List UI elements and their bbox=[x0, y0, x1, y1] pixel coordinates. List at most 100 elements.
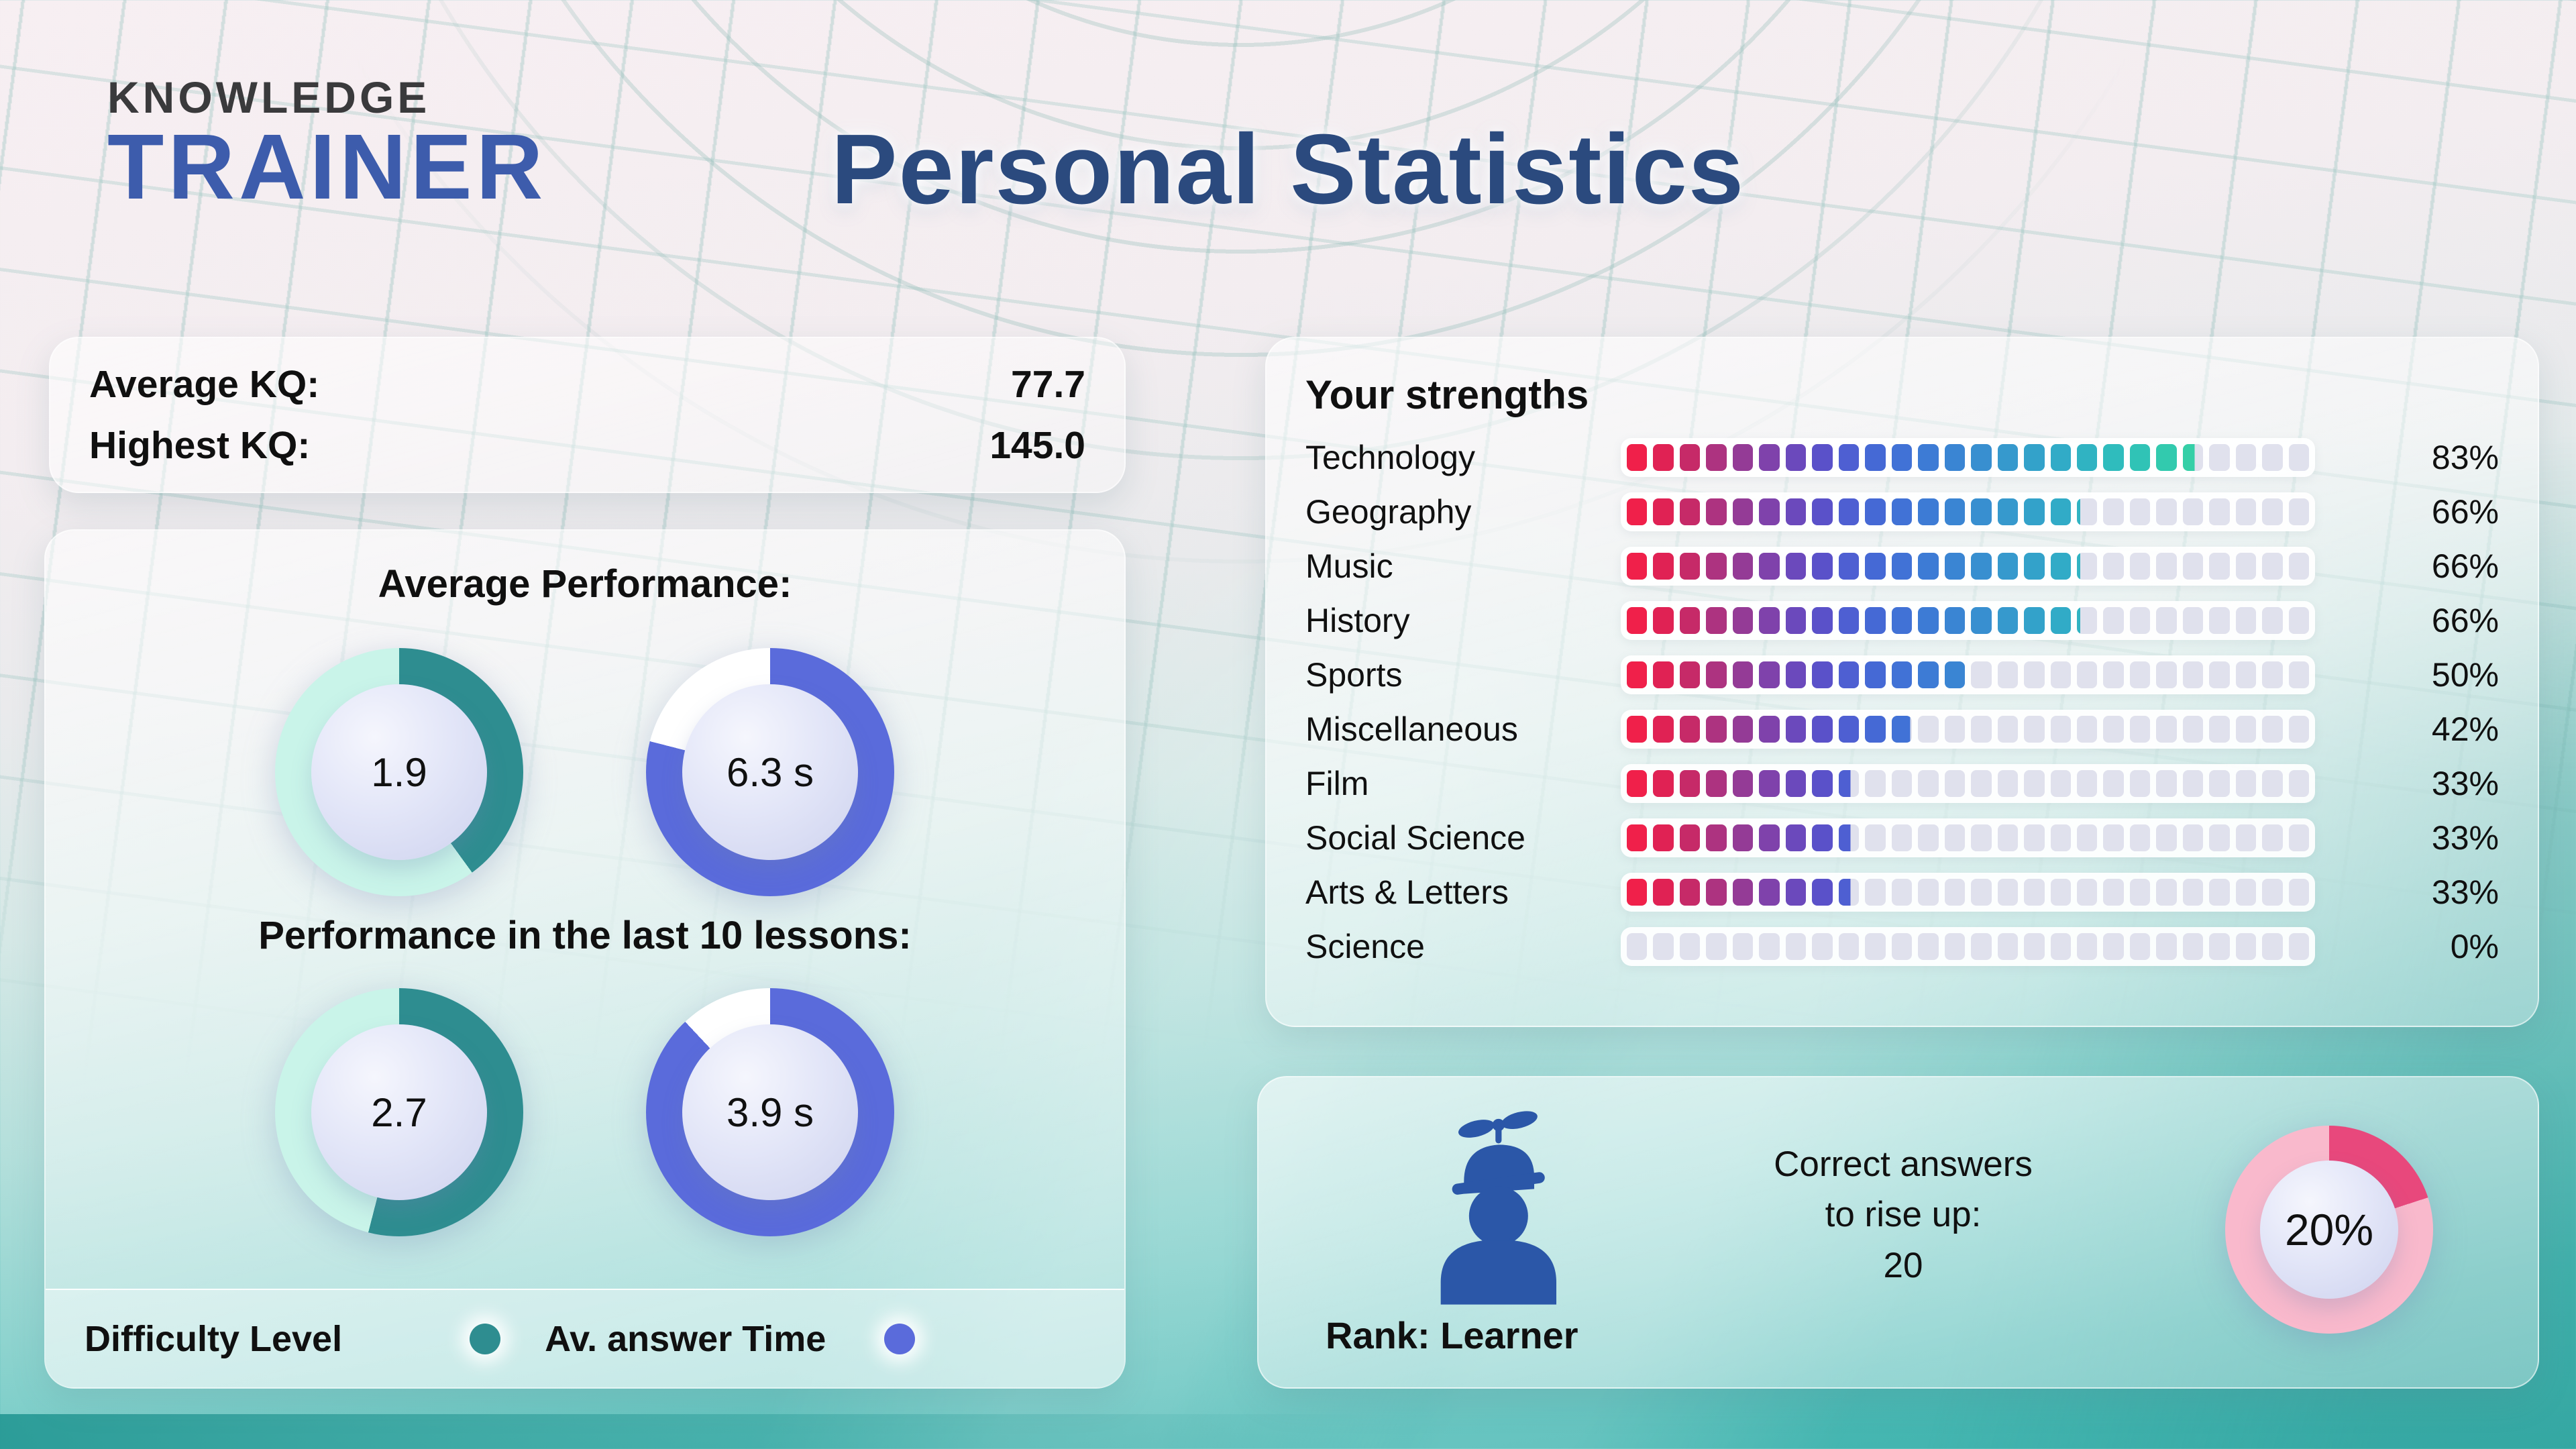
bar-segment bbox=[1812, 933, 1833, 960]
bar-segment bbox=[2182, 824, 2204, 851]
bar-segment bbox=[2288, 716, 2310, 743]
bar-segment bbox=[1865, 607, 1886, 634]
bar-segment bbox=[2209, 933, 2230, 960]
bar-segment bbox=[2156, 444, 2177, 471]
bar-segment bbox=[2024, 824, 2045, 851]
background-bottom-strip bbox=[0, 1414, 1442, 1449]
bar-segment bbox=[1891, 879, 1913, 906]
bar-segment bbox=[2103, 498, 2124, 525]
bar-segment bbox=[2288, 553, 2310, 580]
bar-segment bbox=[1997, 498, 2019, 525]
bar-segment bbox=[1997, 770, 2019, 797]
strength-row: Science 0% bbox=[1305, 927, 2499, 966]
bar-segment bbox=[2262, 933, 2283, 960]
bar-segment bbox=[1627, 607, 1648, 634]
rise-up-message: Correct answers to rise up: 20 bbox=[1668, 1139, 2138, 1291]
bar-segment bbox=[2076, 607, 2098, 634]
bar-segment bbox=[1785, 716, 1807, 743]
bar-segment bbox=[2209, 498, 2230, 525]
bar-segment bbox=[2050, 661, 2071, 688]
strength-bar bbox=[1621, 492, 2315, 531]
donut-value: 3.9 s bbox=[682, 1024, 858, 1200]
bar-segment bbox=[2156, 879, 2177, 906]
bar-segment bbox=[1971, 498, 1992, 525]
rise-up-line-1: Correct answers bbox=[1774, 1144, 2033, 1184]
bar-segment bbox=[2235, 444, 2257, 471]
bar-segment bbox=[1759, 553, 1780, 580]
bar-segment bbox=[2235, 607, 2257, 634]
answer-time-legend-dot-icon bbox=[884, 1323, 916, 1354]
bar-segment bbox=[2076, 553, 2098, 580]
bar-segment bbox=[1838, 444, 1860, 471]
bar-segment bbox=[2024, 879, 2045, 906]
bar-segment bbox=[2235, 879, 2257, 906]
bar-segment bbox=[2262, 444, 2283, 471]
donut-value-text: 1.9 bbox=[371, 749, 427, 795]
bar-segment bbox=[1679, 553, 1701, 580]
strength-bar bbox=[1621, 764, 2315, 803]
bar-segment bbox=[1812, 553, 1833, 580]
bar-segment bbox=[1653, 770, 1674, 797]
bar-segment bbox=[2076, 498, 2098, 525]
bar-segment bbox=[1627, 661, 1648, 688]
bar-segment bbox=[2209, 444, 2230, 471]
strength-label: Miscellaneous bbox=[1305, 710, 1518, 748]
bar-segment bbox=[1838, 498, 1860, 525]
bar-segment bbox=[1865, 933, 1886, 960]
bar-segment bbox=[2103, 770, 2124, 797]
bar-segment bbox=[2235, 716, 2257, 743]
bar-segment bbox=[1627, 770, 1648, 797]
bar-segment bbox=[1785, 661, 1807, 688]
bar-segment bbox=[1653, 824, 1674, 851]
bar-segment bbox=[1918, 498, 1939, 525]
bar-segment bbox=[1759, 716, 1780, 743]
bar-segment bbox=[2288, 770, 2310, 797]
bar-segment bbox=[2156, 824, 2177, 851]
bar-segment bbox=[1732, 444, 1754, 471]
bar-segment bbox=[2182, 661, 2204, 688]
bar-segment bbox=[2024, 607, 2045, 634]
answer-time-legend-label: Av. answer Time bbox=[545, 1318, 826, 1359]
bar-segment bbox=[1944, 444, 1966, 471]
bar-segment bbox=[2129, 716, 2151, 743]
bar-segment bbox=[1918, 933, 1939, 960]
bar-segment bbox=[1838, 716, 1860, 743]
bar-segment bbox=[1653, 607, 1674, 634]
bar-segment bbox=[1706, 933, 1727, 960]
strength-row: Film 33% bbox=[1305, 764, 2499, 803]
bar-segment bbox=[1653, 498, 1674, 525]
bar-segment bbox=[1812, 498, 1833, 525]
bar-segment bbox=[2050, 498, 2071, 525]
strength-label: Sports bbox=[1305, 656, 1403, 694]
strength-label: History bbox=[1305, 602, 1410, 639]
bar-segment bbox=[1865, 770, 1886, 797]
difficulty-legend-dot-icon bbox=[470, 1323, 501, 1354]
bar-segment bbox=[1944, 933, 1966, 960]
bar-segment bbox=[1838, 770, 1860, 797]
bar-segment bbox=[2103, 716, 2124, 743]
difficulty-legend-label: Difficulty Level bbox=[85, 1318, 343, 1359]
strength-label: Music bbox=[1305, 547, 1393, 585]
bar-segment bbox=[2103, 933, 2124, 960]
strength-bar bbox=[1621, 927, 2315, 966]
strength-label: Geography bbox=[1305, 493, 1472, 531]
bar-segment bbox=[1865, 824, 1886, 851]
bar-segment bbox=[2182, 553, 2204, 580]
last10-difficulty-donut: 2.7 bbox=[275, 988, 523, 1236]
bar-segment bbox=[2182, 498, 2204, 525]
bar-segment bbox=[1759, 498, 1780, 525]
donut-value-text: 6.3 s bbox=[726, 749, 814, 795]
bar-segment bbox=[1706, 661, 1727, 688]
bar-segment bbox=[1812, 716, 1833, 743]
bar-segment bbox=[1812, 824, 1833, 851]
bar-segment bbox=[2182, 607, 2204, 634]
bar-segment bbox=[2129, 770, 2151, 797]
bar-segment bbox=[2182, 770, 2204, 797]
strength-percent: 33% bbox=[2431, 765, 2499, 802]
strength-bar bbox=[1621, 547, 2315, 586]
bar-segment bbox=[1812, 661, 1833, 688]
bar-segment bbox=[1785, 933, 1807, 960]
rank-panel: Rank: Learner Correct answers to rise up… bbox=[1257, 1076, 2539, 1389]
bar-segment bbox=[1918, 716, 1939, 743]
bar-segment bbox=[1997, 444, 2019, 471]
